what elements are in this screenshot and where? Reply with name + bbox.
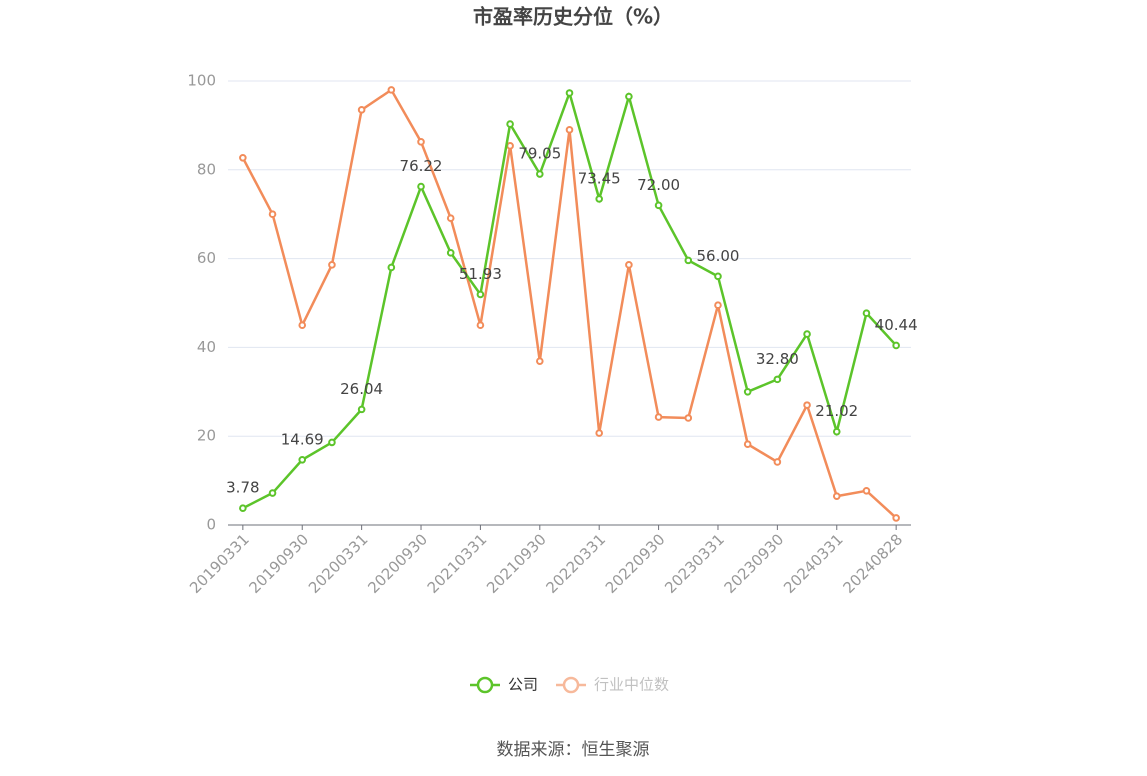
data-point: [506, 120, 514, 128]
legend-marker: [562, 676, 580, 694]
series-line: [241, 88, 897, 519]
data-point: [595, 429, 603, 437]
data-point: [862, 487, 871, 495]
data-point: [832, 492, 841, 500]
data-label: 3.78: [226, 479, 259, 497]
x-tick-label: 20200331: [305, 530, 372, 597]
data-label: 76.22: [400, 157, 443, 175]
y-tick-label: 20: [197, 427, 216, 445]
data-point: [328, 438, 336, 447]
data-label: 51.93: [459, 265, 502, 283]
data-label: 26.04: [340, 380, 383, 398]
data-point: [714, 301, 722, 310]
data-point: [595, 195, 603, 203]
data-point: [357, 106, 366, 114]
data-label: 40.44: [875, 316, 918, 334]
x-tick-label: 20230930: [721, 530, 788, 597]
data-point: [239, 504, 247, 513]
data-point: [892, 341, 900, 350]
data-point: [803, 330, 811, 338]
data-point: [714, 272, 722, 281]
x-tick-label: 20190930: [246, 530, 313, 597]
data-point: [506, 142, 514, 150]
data-label: 73.45: [578, 169, 621, 187]
x-tick-label: 20200930: [364, 530, 431, 597]
data-point: [476, 321, 485, 330]
data-label: 56.00: [697, 247, 740, 265]
x-tick-label: 20220331: [542, 530, 609, 597]
source-note: 数据来源：恒生聚源: [497, 740, 650, 760]
data-point: [743, 388, 752, 396]
x-tick-label: 20210930: [483, 530, 550, 597]
data-point: [357, 405, 366, 414]
data-point: [892, 514, 900, 522]
legend-marker: [476, 676, 494, 694]
data-point: [268, 489, 277, 497]
data-point: [654, 201, 663, 210]
data-point: [536, 357, 544, 365]
data-point: [328, 261, 336, 269]
data-point: [417, 182, 425, 191]
x-tick-label: 20190331: [186, 530, 253, 597]
data-label: 21.02: [815, 402, 858, 420]
x-tick-label: 20220930: [602, 530, 669, 597]
data-label: 72.00: [637, 176, 680, 194]
data-point: [684, 414, 693, 422]
x-tick-label: 20230331: [661, 530, 728, 597]
data-point: [298, 455, 307, 464]
y-tick-label: 40: [197, 338, 216, 356]
y-tick-label: 60: [197, 249, 216, 267]
data-point: [476, 290, 485, 299]
chart-title: 市盈率历史分位（%）: [473, 5, 673, 29]
data-label: 32.80: [756, 350, 799, 368]
data-point: [446, 249, 455, 257]
data-point: [298, 321, 307, 330]
legend-item: 公司: [470, 676, 538, 694]
data-label: 14.69: [281, 430, 324, 448]
legend-item: 行业中位数: [556, 676, 669, 694]
data-point: [684, 256, 693, 265]
data-point: [446, 214, 455, 222]
data-point: [743, 440, 752, 448]
y-tick-label: 0: [206, 516, 216, 534]
data-point: [773, 375, 782, 384]
data-label: 79.05: [518, 145, 561, 163]
series-line: [242, 88, 898, 510]
x-tick-label: 20210331: [424, 530, 491, 597]
data-point: [565, 126, 574, 134]
data-point: [565, 89, 574, 97]
data-point: [773, 458, 782, 466]
data-point: [268, 210, 277, 218]
legend-label: 行业中位数: [594, 676, 669, 694]
x-tick-label: 20240331: [780, 530, 847, 597]
data-point: [387, 263, 396, 272]
data-point: [536, 170, 544, 178]
data-point: [862, 309, 871, 318]
data-point: [239, 154, 247, 162]
y-tick-label: 100: [187, 72, 216, 90]
legend-label: 公司: [508, 676, 538, 694]
data-point: [803, 401, 811, 409]
y-tick-label: 80: [197, 160, 216, 178]
x-tick-label: 20240828: [839, 530, 906, 597]
data-point: [417, 138, 425, 146]
data-point: [625, 261, 633, 269]
data-point: [387, 86, 396, 94]
data-point: [654, 413, 663, 421]
data-point: [832, 427, 841, 436]
data-point: [625, 92, 633, 101]
